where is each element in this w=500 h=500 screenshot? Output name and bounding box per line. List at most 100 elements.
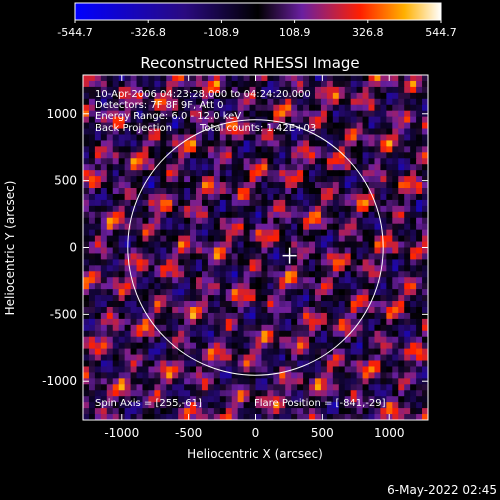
heatmap-cell xyxy=(231,402,239,409)
heatmap-cell xyxy=(219,152,227,159)
heatmap-cell xyxy=(196,182,203,189)
heatmap-cell xyxy=(196,289,203,296)
heatmap-cell xyxy=(225,336,233,344)
heatmap-cell xyxy=(273,140,280,147)
heatmap-cell xyxy=(338,390,346,397)
heatmap-cell xyxy=(386,229,393,237)
heatmap-cell xyxy=(356,324,364,332)
heatmap-cell xyxy=(201,146,209,153)
heatmap-cell xyxy=(112,98,120,106)
heatmap-cell xyxy=(243,396,251,403)
heatmap-cell xyxy=(237,211,245,219)
heatmap-cell xyxy=(243,306,251,314)
heatmap-cell xyxy=(124,324,132,332)
heatmap-cell xyxy=(279,408,286,415)
heatmap-cell xyxy=(338,324,346,332)
heatmap-cell xyxy=(225,176,233,183)
heatmap-cell xyxy=(332,104,340,112)
heatmap-cell xyxy=(225,104,233,112)
heatmap-cell xyxy=(410,390,417,397)
heatmap-cell xyxy=(154,360,161,368)
heatmap-cell xyxy=(237,199,245,207)
heatmap-cell xyxy=(309,289,316,296)
heatmap-cell xyxy=(148,92,155,100)
heatmap-cell xyxy=(398,408,405,415)
heatmap-cell xyxy=(237,312,245,320)
heatmap-cell xyxy=(190,140,197,147)
heatmap-cell xyxy=(362,182,370,189)
heatmap-cell xyxy=(213,408,221,415)
heatmap-cell xyxy=(410,182,417,189)
heatmap-cell xyxy=(201,176,209,183)
heatmap-cell xyxy=(118,182,126,189)
heatmap-cell xyxy=(184,86,191,94)
heatmap-cell xyxy=(219,205,227,213)
heatmap-cell xyxy=(196,134,203,142)
heatmap-cell xyxy=(124,414,132,420)
heatmap-cell xyxy=(368,146,376,153)
heatmap-cell xyxy=(273,271,280,278)
heatmap-cell xyxy=(178,86,185,94)
heatmap-cell xyxy=(231,223,239,231)
heatmap-cell xyxy=(201,235,209,243)
heatmap-cell xyxy=(350,75,358,82)
heatmap-cell xyxy=(106,247,114,255)
heatmap-cell xyxy=(237,342,245,350)
heatmap-cell xyxy=(273,324,280,332)
heatmap-cell xyxy=(243,265,251,272)
heatmap-cell xyxy=(249,271,257,278)
heatmap-cell xyxy=(160,211,167,219)
heatmap-cell xyxy=(94,146,102,153)
heatmap-cell xyxy=(362,312,370,320)
heatmap-cell xyxy=(261,92,268,100)
heatmap-cell xyxy=(100,235,108,243)
heatmap-cell xyxy=(213,134,221,142)
heatmap-cell xyxy=(178,259,185,266)
heatmap-cell xyxy=(237,414,245,420)
heatmap-cell xyxy=(368,259,376,266)
heatmap-cell xyxy=(255,170,263,177)
heatmap-cell xyxy=(350,330,358,338)
heatmap-cell xyxy=(94,283,102,290)
heatmap-cell xyxy=(124,146,132,153)
heatmap-cell xyxy=(178,122,185,130)
heatmap-cell xyxy=(314,253,322,260)
heatmap-cell xyxy=(136,301,144,308)
heatmap-cell xyxy=(350,170,358,177)
heatmap-cell xyxy=(190,223,197,231)
heatmap-cell xyxy=(309,301,316,308)
heatmap-cell xyxy=(356,366,364,374)
heatmap-cell xyxy=(172,205,179,213)
heatmap-cell xyxy=(106,277,114,284)
heatmap-cell xyxy=(243,128,251,136)
heatmap-cell xyxy=(106,122,114,130)
heatmap-cell xyxy=(231,128,239,136)
heatmap-cell xyxy=(83,306,90,314)
heatmap-cell xyxy=(190,182,197,189)
heatmap-cell xyxy=(356,289,364,296)
heatmap-cell xyxy=(201,86,209,94)
heatmap-cell xyxy=(130,360,138,368)
heatmap-cell xyxy=(118,205,126,213)
heatmap-cell xyxy=(309,86,316,94)
heatmap-cell xyxy=(213,330,221,338)
heatmap-cell xyxy=(398,378,405,385)
heatmap-cell xyxy=(314,217,322,225)
heatmap-cell xyxy=(231,259,239,266)
heatmap-cell xyxy=(309,122,316,130)
heatmap-cell xyxy=(213,158,221,165)
heatmap-cell xyxy=(422,271,428,278)
heatmap-cell xyxy=(404,158,411,165)
heatmap-cell xyxy=(231,176,239,183)
heatmap-cell xyxy=(249,348,257,356)
heatmap-cell xyxy=(285,402,292,409)
heatmap-cell xyxy=(166,188,173,195)
heatmap-cell xyxy=(201,98,209,106)
heatmap-cell xyxy=(380,116,387,124)
heatmap-cell xyxy=(303,188,310,195)
heatmap-cell xyxy=(332,134,340,142)
heatmap-cell xyxy=(410,229,417,237)
heatmap-cell xyxy=(184,390,191,397)
heatmap-cell xyxy=(309,140,316,147)
heatmap-cell xyxy=(166,378,173,385)
